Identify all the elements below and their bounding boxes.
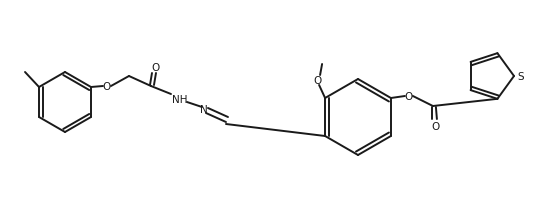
Text: O: O [405, 91, 413, 102]
Text: S: S [518, 72, 524, 82]
Text: N: N [200, 104, 208, 115]
Text: O: O [152, 63, 160, 73]
Text: NH: NH [172, 95, 188, 104]
Text: O: O [313, 76, 321, 85]
Text: O: O [432, 121, 440, 131]
Text: O: O [103, 82, 111, 91]
